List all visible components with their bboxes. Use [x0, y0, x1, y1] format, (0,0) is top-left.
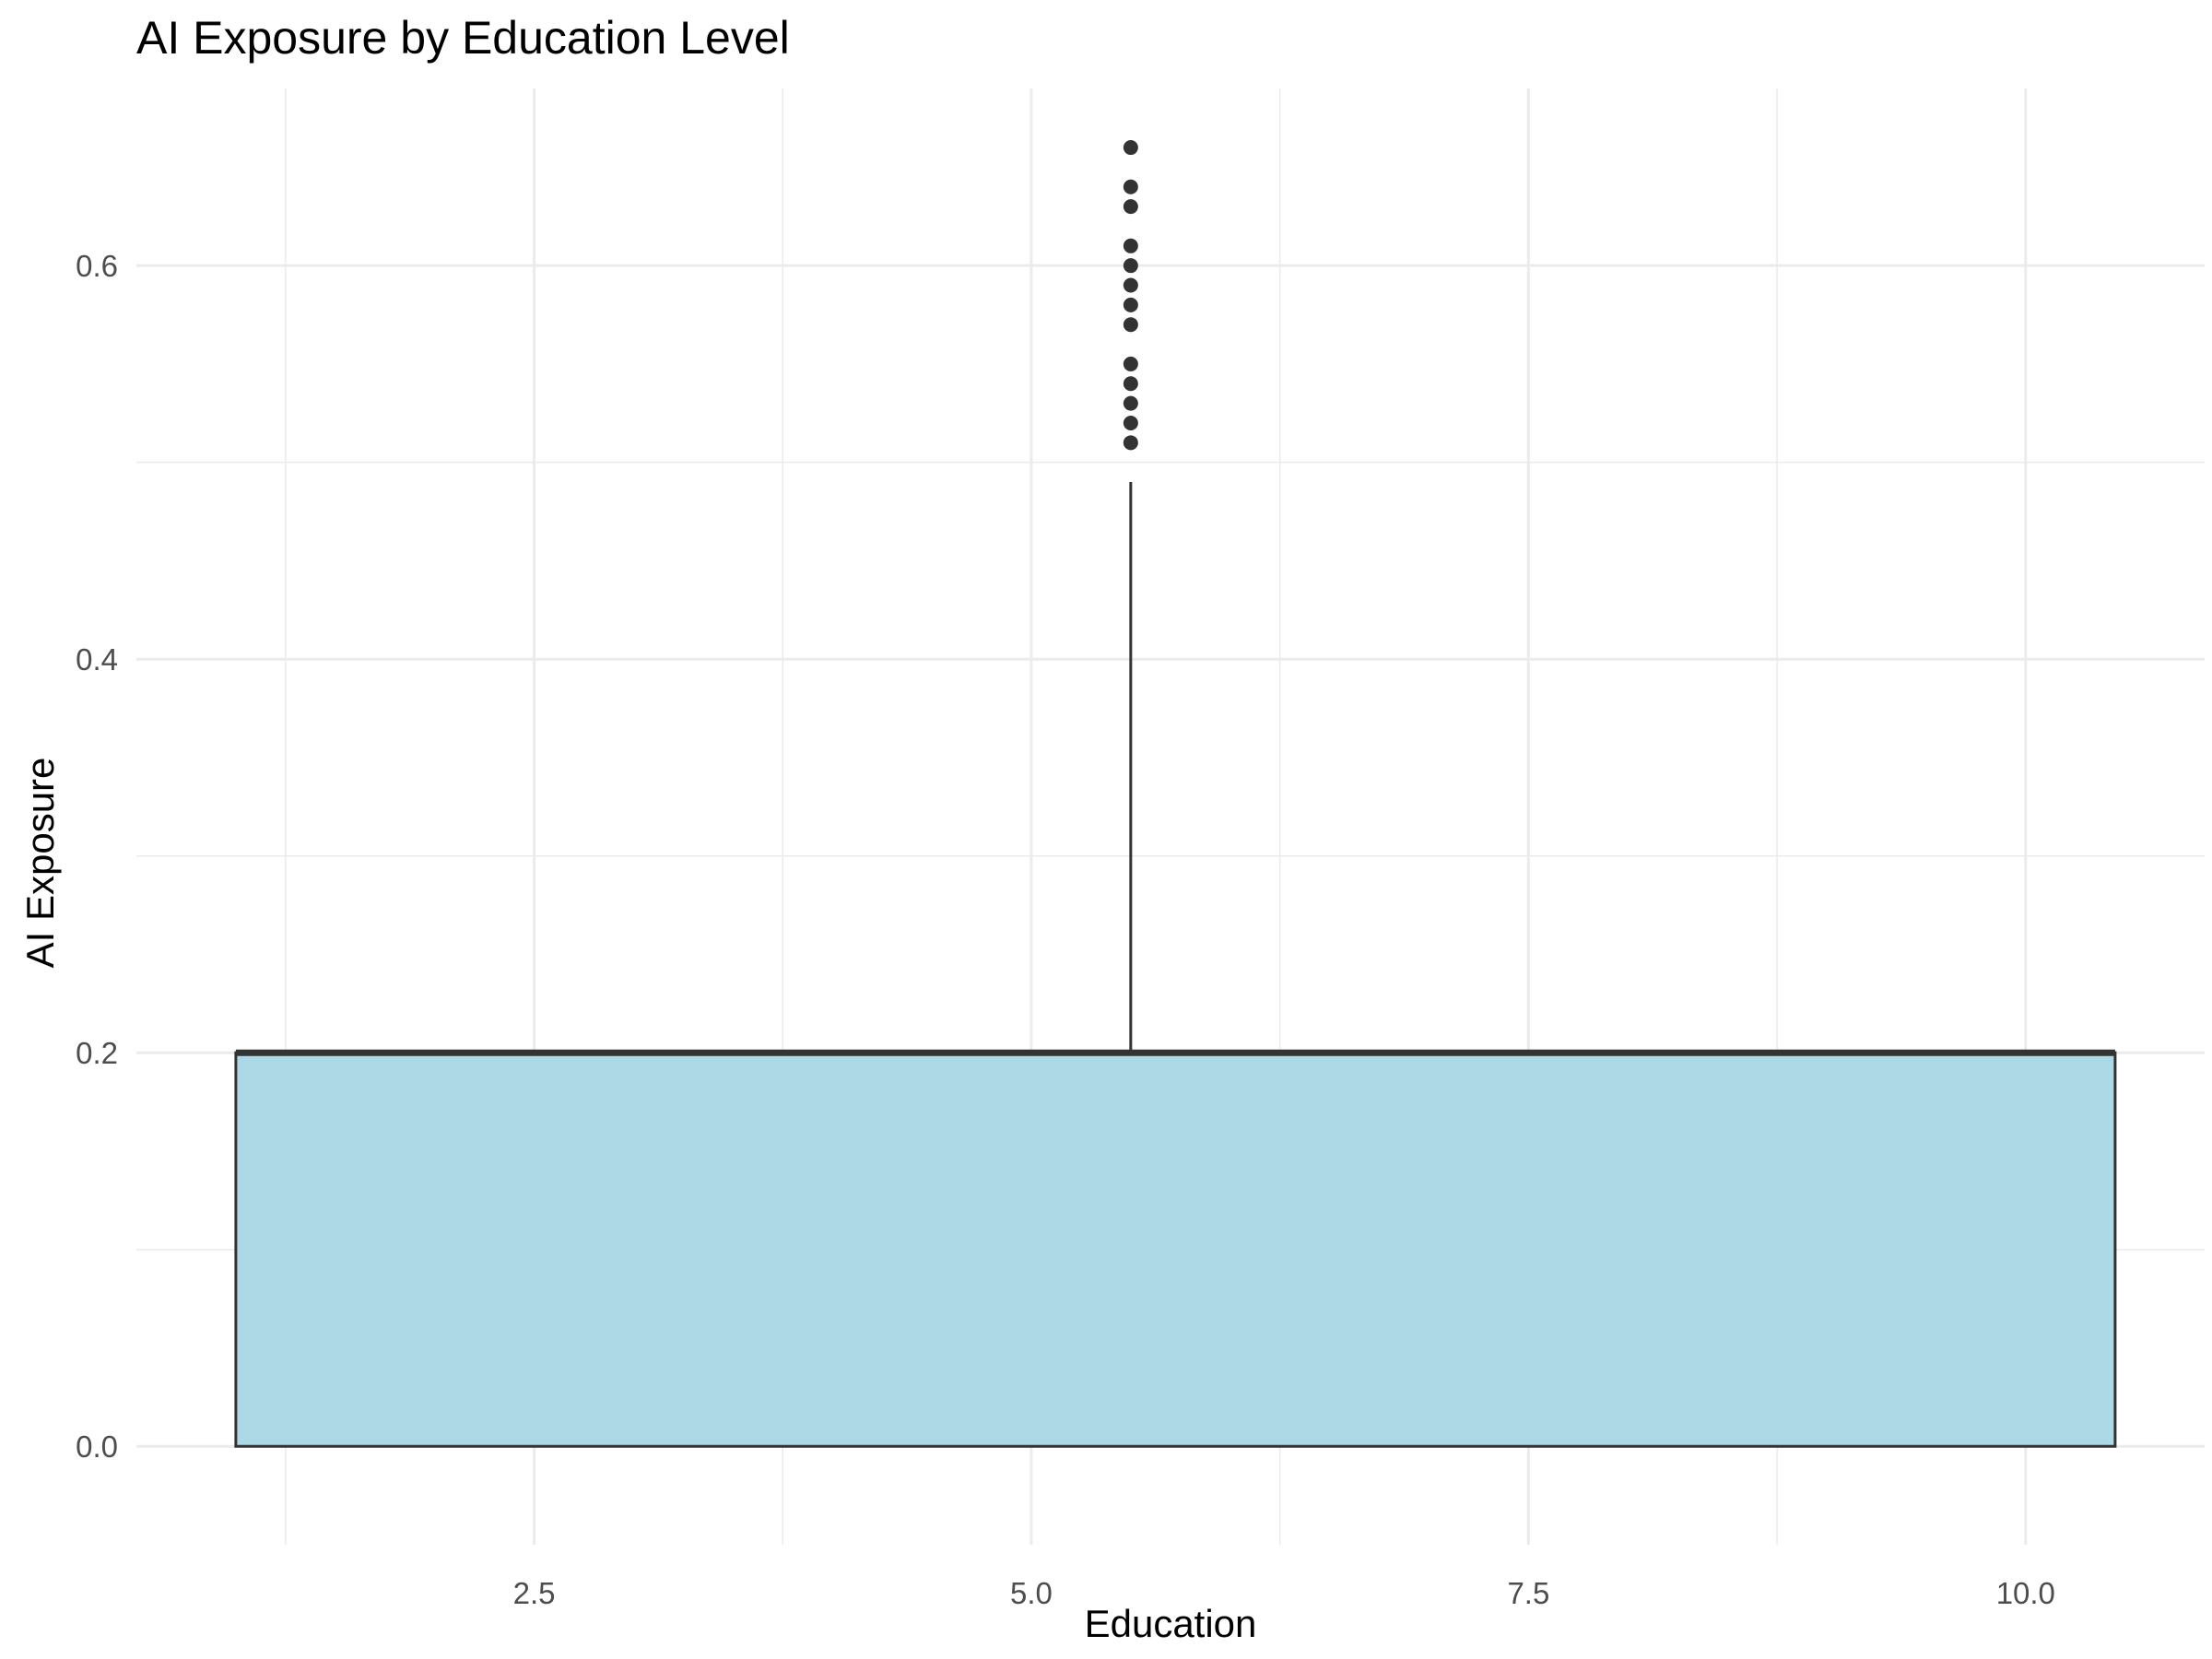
minor-grid	[136, 88, 2205, 1545]
outlier-point	[1123, 356, 1138, 371]
x-tick-label: 7.5	[1507, 1576, 1549, 1610]
y-tick-label: 0.4	[76, 642, 118, 677]
x-axis-title: Education	[1085, 1602, 1257, 1645]
box-layer	[234, 482, 2117, 1448]
outlier-point	[1123, 140, 1138, 156]
outlier-point	[1123, 258, 1138, 274]
y-axis-title: AI Exposure	[18, 758, 62, 969]
x-tick-label: 2.5	[513, 1576, 556, 1610]
outlier-point	[1123, 297, 1138, 312]
box-body	[234, 1051, 2117, 1448]
outlier-point	[1123, 238, 1138, 253]
outlier-point	[1123, 317, 1138, 333]
y-tick-label: 0.0	[76, 1430, 118, 1464]
outlier-point	[1123, 199, 1138, 215]
x-tick-label: 10.0	[1996, 1576, 2055, 1610]
y-tick-labels: 0.0 0.2 0.4 0.6	[76, 249, 118, 1464]
y-tick-label: 0.2	[76, 1036, 118, 1070]
outlier-point	[1123, 435, 1138, 451]
outlier-point	[1123, 179, 1138, 194]
outlier-point	[1123, 277, 1138, 293]
outlier-point	[1123, 415, 1138, 430]
outlier-point	[1123, 395, 1138, 411]
y-tick-label: 0.6	[76, 249, 118, 283]
x-tick-labels: 2.5 5.0 7.5 10.0	[513, 1576, 2055, 1610]
outlier-point	[1123, 376, 1138, 392]
chart-title: AI Exposure by Education Level	[136, 12, 790, 64]
x-tick-label: 5.0	[1010, 1576, 1053, 1610]
outlier-layer	[1123, 140, 1138, 451]
